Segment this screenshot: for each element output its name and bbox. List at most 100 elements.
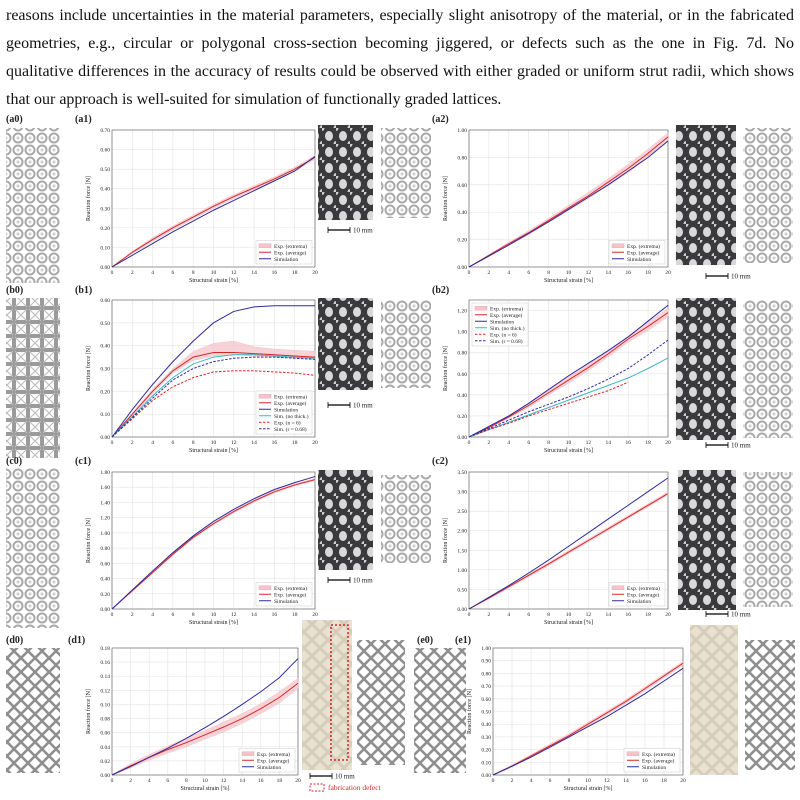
x-axis-label: Structural strain [%] [181,786,230,792]
y-tick-label: 0.50 [100,167,110,173]
x-tick-label: 0 [111,270,114,276]
data-line [111,352,316,438]
x-tick-label: 16 [258,778,264,784]
x-axis-label: Structural strain [%] [189,448,238,454]
x-tick-label: 2 [129,778,132,784]
x-axis-label: Structural strain [%] [564,786,613,792]
y-tick-label: 0.18 [100,646,110,652]
panel-label: (e1) [455,635,471,646]
legend-swatch [626,751,640,756]
legend-label: Exp. (average) [274,400,307,407]
rendering [745,640,795,770]
data-line [468,312,669,438]
scale-label: 10 mm [731,273,751,281]
panel-label: (b2) [432,285,449,296]
x-tick-label: 8 [192,440,195,446]
legend-label: Simulation [274,599,298,605]
y-tick-label: 0.10 [100,412,110,418]
legend-label: Exp. (n = 6) [490,331,517,338]
legend-label: Simulation [274,257,298,263]
x-tick-label: 2 [488,270,491,276]
y-axis-label: Reaction force [N] [85,518,92,563]
data-line [468,381,629,438]
rendering [381,475,431,563]
rendering [6,128,60,283]
legend-label: Sim. (no thick.) [490,325,525,332]
panel-label: (d1) [68,635,85,646]
y-tick-label: 0.50 [481,710,491,716]
legend-label: Exp. (extrema) [642,751,675,758]
photo [318,470,373,570]
data-line [492,662,684,776]
x-tick-label: 0 [468,612,471,618]
photo [318,125,373,220]
legend-label: Exp. (average) [627,591,660,598]
rendering [743,300,793,438]
y-tick-label: 0.60 [100,148,110,154]
legend-label: Exp. (extrema) [257,751,290,758]
rendering [6,468,60,628]
plot-frame [468,129,669,268]
data-line [111,156,316,268]
y-tick-label: 1.50 [457,548,467,554]
y-tick-label: 0.80 [100,546,110,552]
rendering [381,128,431,218]
y-tick-label: 1.60 [100,485,110,491]
x-tick-label: 18 [277,778,283,784]
legend-label: Sim. (r = 0.68) [490,338,523,345]
y-tick-label: 0.60 [457,372,467,378]
y-tick-label: 0.00 [457,265,467,271]
legend-label: Simulation [274,407,298,413]
data-line [468,477,669,610]
legend-label: Exp. (extrema) [490,305,523,312]
x-tick-label: 6 [549,778,552,784]
plot-frame [468,299,669,438]
y-tick-label: 0.00 [100,773,110,779]
x-tick-label: 20 [295,778,301,784]
x-tick-label: 14 [606,440,612,446]
x-tick-label: 0 [111,440,114,446]
x-tick-label: 2 [488,440,491,446]
x-tick-label: 4 [507,612,510,618]
x-tick-label: 0 [468,270,471,276]
y-tick-label: 0.50 [457,587,467,593]
x-tick-label: 8 [192,270,195,276]
legend-label: Exp. (extrema) [627,243,660,250]
y-tick-label: 0.80 [457,155,467,161]
y-tick-label: 0.20 [100,226,110,232]
x-tick-label: 12 [231,612,237,618]
y-tick-label: 1.20 [457,309,467,315]
x-tick-label: 14 [251,270,257,276]
x-tick-label: 8 [568,778,571,784]
x-tick-label: 2 [131,612,134,618]
y-tick-label: 3.50 [457,470,467,476]
x-tick-label: 16 [625,612,631,618]
x-tick-label: 8 [192,612,195,618]
legend-swatch [258,394,272,399]
data-line [468,304,669,438]
x-tick-label: 10 [202,778,208,784]
rendering [6,648,60,773]
x-tick-label: 6 [166,778,169,784]
x-tick-label: 4 [151,612,154,618]
x-tick-label: 12 [231,440,237,446]
panel-label: (e0) [417,635,433,646]
x-tick-label: 10 [566,612,572,618]
x-tick-label: 10 [211,270,217,276]
x-tick-label: 12 [231,270,237,276]
legend-swatch [258,585,272,590]
rendering [357,640,405,765]
plot-frame [111,129,316,268]
x-tick-label: 4 [507,440,510,446]
x-tick-label: 12 [221,778,227,784]
scale-label: 10 mm [353,402,373,410]
y-tick-label: 0.20 [481,748,491,754]
legend-label: Exp. (extrema) [274,393,307,400]
photo [676,125,736,265]
panel-label: (a2) [432,114,449,125]
x-axis-label: Structural strain [%] [189,620,238,626]
x-tick-label: 16 [642,778,648,784]
x-tick-label: 20 [665,612,671,618]
y-tick-label: 1.00 [457,568,467,574]
y-tick-label: 0.10 [481,760,491,766]
